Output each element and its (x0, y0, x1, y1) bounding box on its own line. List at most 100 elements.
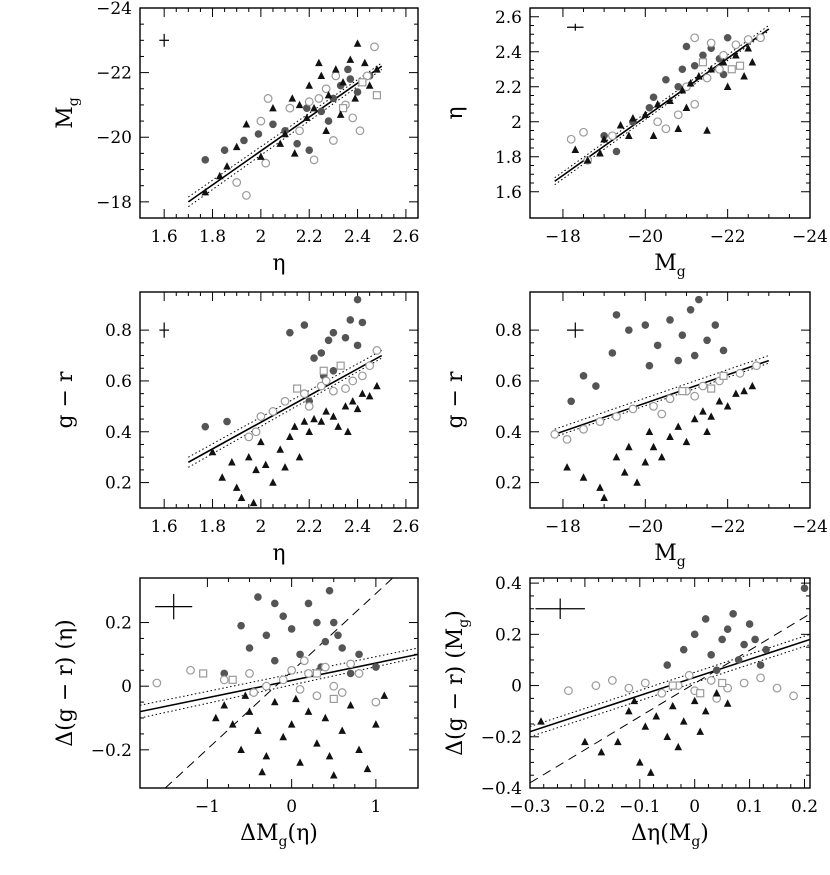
y-tick-label: 2 (511, 113, 522, 133)
point-triangle (674, 124, 683, 132)
point-triangle (305, 81, 314, 89)
point-triangle (201, 187, 210, 196)
point-triangle (322, 126, 330, 134)
fit-line-dotted (188, 68, 383, 208)
point-triangle (696, 727, 704, 735)
fit-line-solid (187, 354, 383, 463)
point-open (719, 50, 728, 60)
point-triangle (257, 152, 265, 160)
plot-frame (139, 291, 419, 509)
point-filled (679, 645, 688, 654)
panel-p6: −0.3 −0.2 −0.1 0 0.1 0.2 −0.4 −0.2 0 0.2 0.4 Δη(Mg)… (443, 574, 818, 850)
point-filled (645, 361, 654, 370)
point-triangle (358, 389, 367, 397)
point-triangle (348, 397, 357, 405)
point-open (321, 376, 331, 386)
point-square (678, 387, 687, 396)
point-filled (690, 61, 699, 70)
point-open (261, 158, 271, 168)
point-triangle (373, 381, 381, 390)
point-filled (745, 620, 754, 628)
point-open (657, 688, 667, 698)
point-filled (293, 139, 301, 148)
y-tick-label: 1.8 (495, 148, 522, 168)
point-filled (653, 341, 662, 350)
y-tick-label: −0.4 (481, 779, 522, 799)
point-filled (220, 146, 229, 154)
point-open (256, 412, 266, 421)
point-triangle (365, 81, 374, 89)
point-triangle (373, 65, 381, 73)
point-open (251, 427, 261, 437)
point-triangle (244, 452, 253, 461)
point-triangle (317, 417, 326, 425)
point-triangle (657, 452, 666, 461)
point-open (684, 670, 694, 680)
point-filled (756, 661, 765, 669)
point-triangle (740, 386, 748, 395)
point-triangle (295, 452, 304, 461)
point-triangle (653, 100, 662, 108)
x-tick-label: −0.2 (564, 797, 605, 817)
y-tick-label: 0 (121, 677, 132, 697)
point-triangle (329, 771, 338, 779)
point-filled (666, 316, 674, 324)
point-open (320, 662, 330, 672)
point-filled (313, 618, 321, 627)
point-triangle (633, 478, 641, 486)
point-filled (201, 156, 210, 164)
plot-area (187, 39, 383, 208)
point-filled (711, 321, 720, 329)
point-filled (663, 661, 672, 669)
point-triangle (600, 135, 608, 143)
point-open (358, 371, 367, 381)
point-open (285, 103, 295, 113)
point-filled (286, 328, 294, 337)
point-triangle (338, 726, 346, 734)
point-triangle (355, 745, 363, 754)
x-tick-label: −24 (792, 227, 828, 247)
point-triangle (616, 121, 625, 129)
point-square (319, 366, 328, 375)
point-triangle (699, 407, 707, 415)
point-triangle (310, 414, 318, 423)
point-triangle (329, 412, 338, 420)
point-triangle (346, 701, 355, 709)
point-open (702, 73, 712, 83)
plot-area (530, 584, 810, 784)
x-tick-label: −0.3 (509, 797, 550, 817)
point-filled (245, 644, 254, 652)
point-filled (762, 645, 770, 654)
point-triangle (324, 91, 333, 99)
point-triangle (310, 103, 318, 112)
point-open (562, 434, 572, 444)
point-triangle (620, 468, 629, 476)
point-triangle (242, 120, 251, 128)
point-filled (341, 333, 350, 342)
y-tick-label: 0.2 (495, 625, 522, 645)
point-filled (325, 586, 334, 595)
x-tick-label: 2.2 (296, 517, 323, 537)
point-open (752, 361, 761, 371)
point-filled (201, 422, 210, 431)
point-triangle (223, 162, 231, 170)
point-open (370, 42, 379, 52)
point-triangle (707, 65, 715, 73)
point-open (268, 407, 278, 416)
y-tick-label: −0.2 (91, 741, 132, 761)
fit-line-dashed (164, 578, 394, 788)
x-tick-label: 1.6 (151, 227, 178, 247)
point-open (371, 697, 381, 707)
point-square (698, 58, 708, 67)
x-tick-label: 2.6 (392, 227, 419, 247)
point-filled (334, 631, 342, 640)
point-open (278, 675, 288, 685)
point-filled (287, 625, 296, 633)
x-tick-label: 2.4 (344, 517, 371, 537)
point-triangle (686, 79, 695, 87)
x-tick-label: 1 (370, 797, 381, 817)
point-filled (310, 354, 318, 362)
fit-line-dotted (188, 350, 382, 458)
x-tick-label: 1.8 (199, 517, 226, 537)
